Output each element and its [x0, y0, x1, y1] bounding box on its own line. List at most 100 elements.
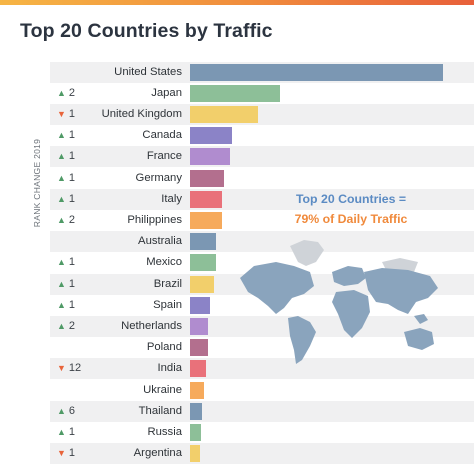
country-label: United Kingdom [101, 107, 182, 120]
africa-shape [332, 290, 370, 338]
country-label: Philippines [127, 213, 182, 226]
rank-change: ▲ 2 [57, 316, 75, 337]
rank-change: ▲ 1 [57, 146, 75, 167]
up-arrow-icon: ▲ [57, 193, 66, 204]
up-arrow-icon: ▲ [57, 278, 66, 289]
chart-row: ▲ 1 Germany [50, 168, 474, 189]
rank-change: ▲ 1 [57, 274, 75, 295]
country-label: Germany [135, 171, 182, 184]
traffic-bar [190, 317, 209, 335]
country-label: United States [114, 65, 182, 78]
country-label: Japan [151, 86, 182, 99]
chart-row: ▲ 1 Italy [50, 188, 474, 210]
traffic-bar [190, 296, 210, 314]
europe-shape [332, 266, 366, 286]
traffic-bar [190, 105, 259, 123]
indonesia-shape [414, 314, 428, 324]
chart-row: ▲ 1 Canada [50, 125, 474, 146]
chart-row: ▲ 2 Japan [50, 83, 474, 104]
rank-change: ▲ 1 [57, 252, 75, 273]
rank-change: ▼ 1 [57, 104, 75, 125]
rank-change: ▼ 12 [57, 358, 81, 379]
traffic-bar [190, 84, 280, 102]
rank-change-value: 1 [68, 447, 76, 460]
country-label: Italy [161, 192, 182, 205]
greenland-shape [290, 240, 324, 266]
rank-change-value: 2 [68, 86, 76, 99]
traffic-bar [190, 360, 206, 378]
rank-change: ▲ 1 [57, 189, 75, 210]
traffic-bar [190, 275, 215, 293]
north-america-shape [240, 262, 314, 314]
chart-row: ▲ 1 Mexico [50, 252, 474, 273]
down-arrow-icon: ▼ [57, 108, 66, 119]
country-label: Spain [153, 298, 182, 311]
up-arrow-icon: ▲ [57, 299, 66, 310]
rank-change: ▲ 6 [57, 401, 75, 422]
country-label: Netherlands [121, 319, 182, 332]
traffic-bar [190, 445, 200, 463]
traffic-bar [190, 381, 205, 399]
chart-row: ▲ 1 Russia [50, 422, 474, 443]
chart-row: ▼ 12 India [50, 358, 474, 380]
traffic-bar [190, 423, 201, 441]
up-arrow-icon: ▲ [57, 151, 66, 162]
down-arrow-icon: ▼ [57, 448, 66, 459]
country-label: Argentina [133, 447, 182, 460]
traffic-bar [190, 339, 208, 357]
chart-row: ▼ 1 United Kingdom [50, 103, 474, 126]
traffic-bar [190, 190, 222, 208]
country-label: Ukraine [143, 383, 182, 396]
australia-shape [404, 328, 434, 350]
rank-change: ▲ 1 [57, 422, 75, 443]
rank-change: ▼ 1 [57, 443, 75, 464]
up-arrow-icon: ▲ [57, 257, 66, 268]
traffic-bar [190, 402, 202, 420]
up-arrow-icon: ▲ [57, 130, 66, 141]
rank-change-value: 1 [68, 150, 76, 163]
rank-change-value: 1 [68, 192, 76, 205]
country-label: Australia [138, 235, 182, 248]
chart-row: United States [50, 61, 474, 83]
traffic-bar [190, 148, 231, 166]
up-arrow-icon: ▲ [57, 320, 66, 331]
up-arrow-icon: ▲ [57, 214, 66, 225]
rank-change-value: 6 [68, 404, 76, 417]
top-accent-bar [0, 0, 474, 5]
rank-change-value: 2 [68, 319, 76, 332]
callout-line-1: Top 20 Countries = [295, 192, 407, 206]
country-label: Brazil [153, 277, 182, 290]
down-arrow-icon: ▼ [57, 363, 66, 374]
callout-line-2: 79% of Daily Traffic [294, 212, 408, 226]
chart-row: Poland [50, 337, 474, 358]
up-arrow-icon: ▲ [57, 426, 66, 437]
chart-row: Ukraine [50, 380, 474, 401]
traffic-bar [190, 211, 222, 229]
rank-change-value: 2 [68, 213, 76, 226]
traffic-bar [190, 169, 225, 187]
country-label: India [157, 362, 183, 375]
chart-row: ▲ 2 Philippines [50, 210, 474, 231]
rank-change-value: 1 [68, 256, 76, 269]
world-map-icon [240, 240, 438, 364]
traffic-bar [190, 127, 232, 145]
traffic-bar [190, 254, 217, 272]
chart-row: ▲ 6 Thailand [50, 400, 474, 422]
up-arrow-icon: ▲ [57, 87, 66, 98]
up-arrow-icon: ▲ [57, 172, 66, 183]
country-label: Poland [146, 341, 182, 354]
rank-change-value: 1 [68, 277, 76, 290]
rank-change-value: 1 [68, 107, 76, 120]
rank-change: ▲ 2 [57, 83, 75, 104]
chart-row: ▲ 1 Spain [50, 295, 474, 316]
rank-change-value: 1 [68, 129, 76, 142]
chart-row: ▲ 2 Netherlands [50, 315, 474, 338]
rank-change-value: 1 [68, 171, 76, 184]
chart-row: ▼ 1 Argentina [50, 443, 474, 465]
traffic-bar [190, 63, 443, 81]
chart-row: Australia [50, 231, 474, 253]
country-label: Thailand [138, 404, 182, 417]
rank-change-value: 12 [68, 362, 82, 375]
chart-row: ▲ 1 France [50, 146, 474, 168]
chart-title: Top 20 Countries by Traffic [20, 20, 273, 42]
